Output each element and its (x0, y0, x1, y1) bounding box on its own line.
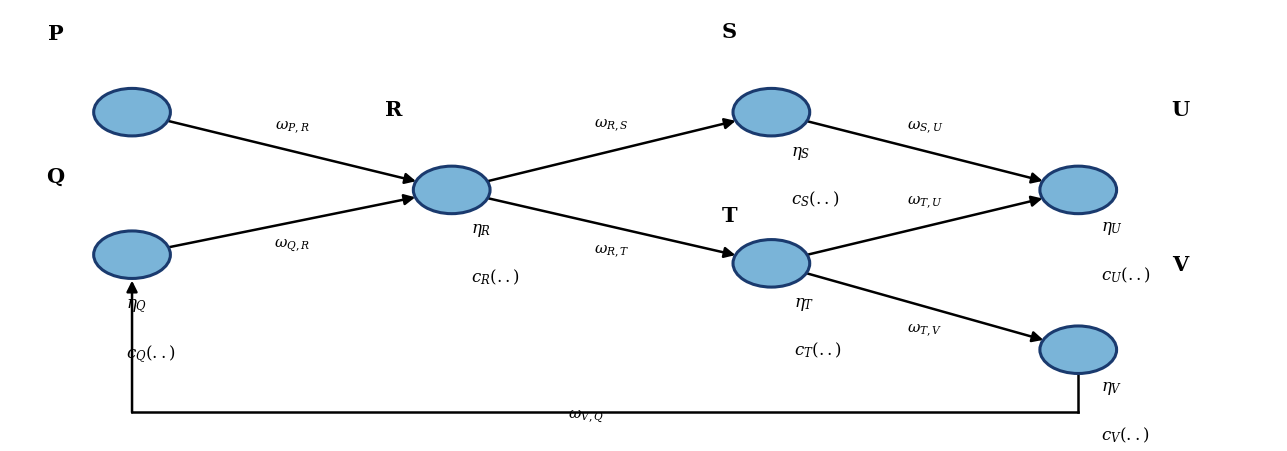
Ellipse shape (413, 166, 490, 214)
Ellipse shape (1040, 166, 1117, 214)
Text: $\omega_{P,R}$: $\omega_{P,R}$ (274, 119, 309, 136)
Text: $\eta_T$: $\eta_T$ (794, 296, 815, 313)
Text: $c_Q(..)$: $c_Q(..)$ (126, 343, 175, 364)
Text: $c_S(..)$: $c_S(..)$ (790, 190, 839, 209)
Text: $\omega_{T,U}$: $\omega_{T,U}$ (907, 194, 943, 211)
Ellipse shape (94, 88, 170, 136)
Text: $\eta_R$: $\eta_R$ (471, 222, 492, 239)
Text: V: V (1172, 256, 1189, 276)
Text: P: P (48, 24, 63, 44)
Text: $\omega_{S,U}$: $\omega_{S,U}$ (906, 119, 943, 136)
Text: Q: Q (46, 167, 64, 187)
Text: $c_V(..)$: $c_V(..)$ (1102, 425, 1149, 445)
Ellipse shape (734, 88, 810, 136)
Text: S: S (722, 22, 736, 42)
Text: $c_T(..)$: $c_T(..)$ (794, 341, 843, 360)
Text: $\omega_{R,T}$: $\omega_{R,T}$ (593, 244, 629, 260)
Text: $\omega_{V,Q}$: $\omega_{V,Q}$ (568, 409, 604, 425)
Text: $\eta_Q$: $\eta_Q$ (126, 298, 147, 315)
Text: $\eta_U$: $\eta_U$ (1102, 220, 1124, 237)
Text: R: R (386, 100, 403, 120)
Text: $\omega_{Q,R}$: $\omega_{Q,R}$ (274, 238, 310, 254)
Text: T: T (721, 206, 737, 226)
Text: $\eta_S$: $\eta_S$ (790, 145, 810, 161)
Text: $c_U(..)$: $c_U(..)$ (1102, 266, 1152, 285)
Text: $\omega_{R,S}$: $\omega_{R,S}$ (595, 118, 629, 134)
Text: $\eta_V$: $\eta_V$ (1102, 380, 1122, 397)
Text: $\omega_{T,V}$: $\omega_{T,V}$ (907, 322, 942, 339)
Text: $c_R(..)$: $c_R(..)$ (471, 267, 520, 287)
Ellipse shape (94, 231, 170, 278)
Ellipse shape (734, 239, 810, 287)
Ellipse shape (1040, 326, 1117, 373)
Text: U: U (1171, 100, 1189, 120)
